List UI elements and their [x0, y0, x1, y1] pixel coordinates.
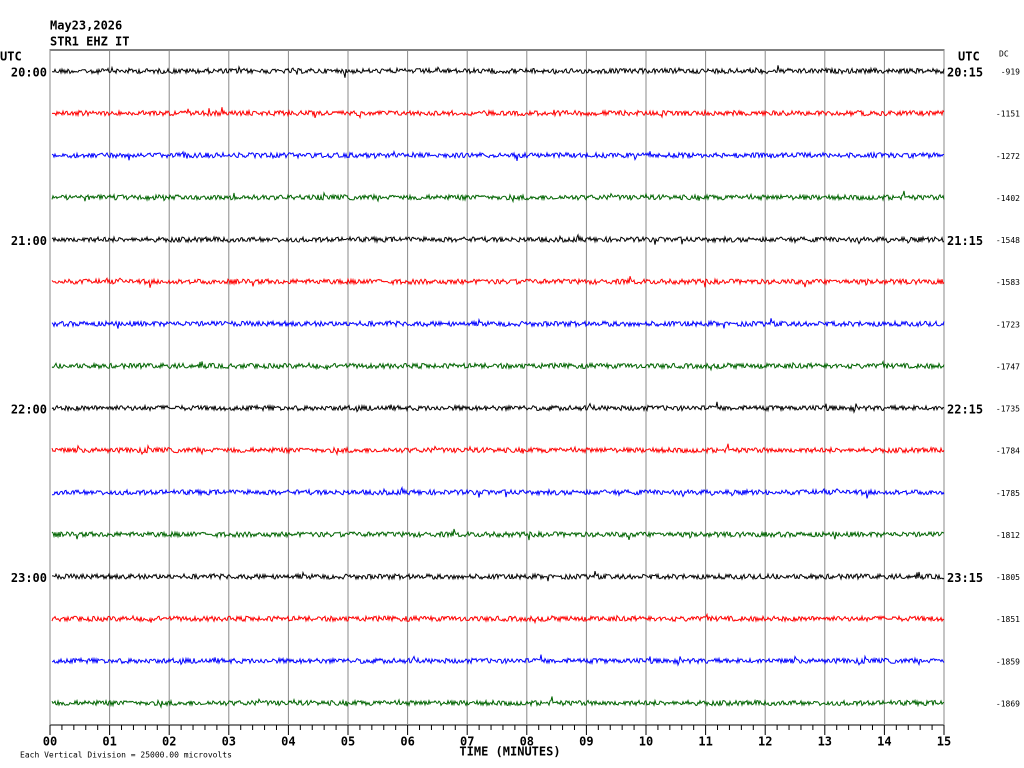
x-tick-label: 12 [758, 735, 772, 749]
trace [51, 65, 945, 78]
dc-offset: -1869 [996, 700, 1020, 709]
trace [51, 401, 945, 414]
row-time-right: 23:15 [947, 571, 983, 585]
footer: Each Vertical Division = 25000.00 microv… [20, 751, 232, 760]
row-time-left: 22:00 [11, 403, 47, 417]
x-tick-label: 06 [400, 735, 414, 749]
dc-offset: -1812 [996, 531, 1020, 540]
row-time-left: 20:00 [11, 66, 47, 80]
trace [51, 654, 945, 667]
trace [51, 360, 945, 372]
dc-offset: -1859 [996, 657, 1020, 666]
x-tick-label: 02 [162, 735, 176, 749]
x-tick-label: 04 [281, 735, 295, 749]
date: May23,2026 [50, 19, 122, 33]
right-axis-label: UTC [958, 50, 980, 64]
dc-label: DC [999, 50, 1009, 59]
trace [51, 612, 945, 625]
x-tick-label: 11 [698, 735, 712, 749]
x-tick-label: 01 [102, 735, 116, 749]
trace [51, 276, 945, 288]
x-tick-label: 10 [639, 735, 653, 749]
dc-offset: -1272 [996, 152, 1020, 161]
row-time-right: 20:15 [947, 66, 983, 80]
dc-offset: -1402 [996, 194, 1020, 203]
trace [51, 317, 945, 329]
trace [51, 443, 945, 457]
dc-offset: -1747 [996, 362, 1020, 371]
dc-offset: -1723 [996, 320, 1020, 329]
x-tick-label: 15 [937, 735, 951, 749]
dc-offset: -1851 [996, 615, 1020, 624]
dc-offset: -1583 [996, 278, 1020, 287]
x-axis-label: TIME (MINUTES) [459, 745, 560, 759]
dc-offset: -1151 [996, 110, 1020, 119]
row-time-right: 21:15 [947, 234, 983, 248]
x-tick-label: 09 [579, 735, 593, 749]
x-tick-label: 07 [460, 735, 474, 749]
row-time-left: 23:00 [11, 571, 47, 585]
trace [52, 570, 945, 582]
row-time-right: 22:15 [947, 403, 983, 417]
trace [51, 528, 945, 541]
x-tick-label: 08 [520, 735, 534, 749]
trace [51, 190, 945, 204]
row-time-left: 21:00 [11, 234, 47, 248]
trace [51, 150, 944, 161]
dc-offset: -1784 [996, 447, 1020, 456]
dc-offset: -1548 [996, 236, 1020, 245]
trace [51, 696, 945, 709]
x-tick-label: 05 [341, 735, 355, 749]
x-tick-label: 03 [222, 735, 236, 749]
x-tick-label: 13 [818, 735, 832, 749]
dc-offset: -919 [1001, 68, 1020, 77]
dc-offset: -1805 [996, 573, 1020, 582]
trace [51, 233, 945, 245]
x-tick-label: 14 [877, 735, 891, 749]
trace [51, 486, 945, 499]
station: STR1 EHZ IT [50, 35, 129, 49]
left-axis-label: UTC [0, 50, 22, 64]
dc-offset: -1735 [996, 405, 1020, 414]
x-tick-label: 00 [43, 735, 57, 749]
trace [51, 107, 945, 120]
dc-offset: -1785 [996, 489, 1020, 498]
